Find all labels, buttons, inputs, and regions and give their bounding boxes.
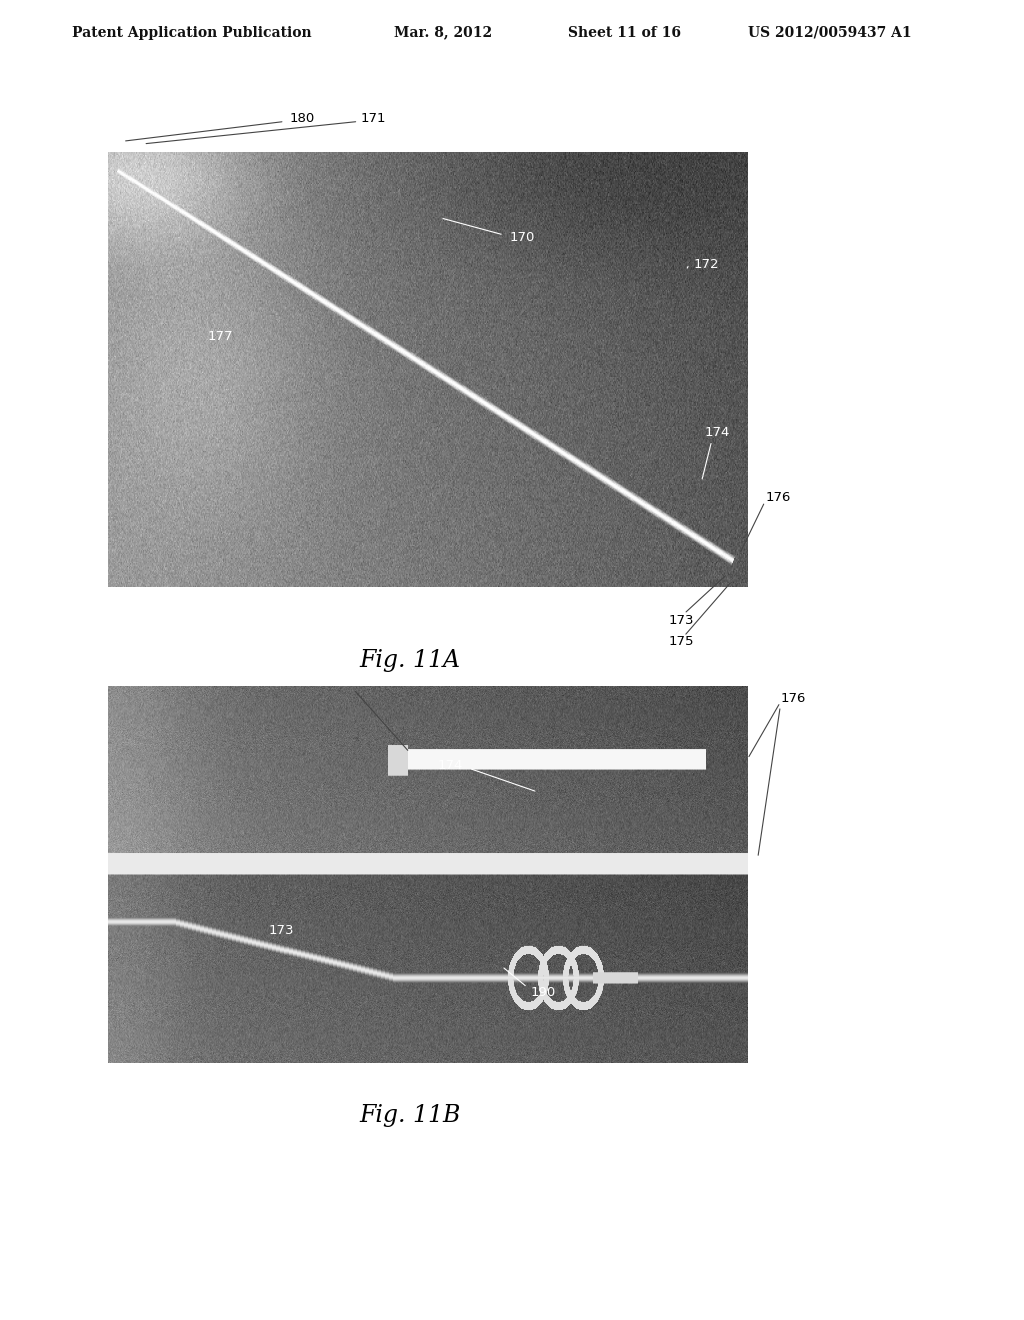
Text: 180: 180	[290, 112, 314, 125]
Text: 176: 176	[780, 692, 806, 705]
Text: 173: 173	[269, 924, 294, 937]
Text: 175: 175	[669, 635, 693, 648]
Text: 177: 177	[208, 330, 232, 343]
Text: 174: 174	[705, 426, 729, 440]
Text: Patent Application Publication: Patent Application Publication	[72, 25, 311, 40]
Text: 170: 170	[510, 231, 535, 244]
Text: Mar. 8, 2012: Mar. 8, 2012	[394, 25, 493, 40]
Text: 176: 176	[766, 491, 792, 504]
Text: Fig. 11A: Fig. 11A	[359, 648, 460, 672]
Text: 173: 173	[669, 614, 693, 627]
Text: Sheet 11 of 16: Sheet 11 of 16	[568, 25, 681, 40]
Text: 171: 171	[361, 112, 386, 125]
Text: Fig. 11B: Fig. 11B	[359, 1104, 460, 1127]
Text: 174: 174	[438, 759, 463, 772]
Text: 190: 190	[530, 986, 555, 999]
Text: 172: 172	[694, 257, 719, 271]
Text: US 2012/0059437 A1: US 2012/0059437 A1	[748, 25, 911, 40]
